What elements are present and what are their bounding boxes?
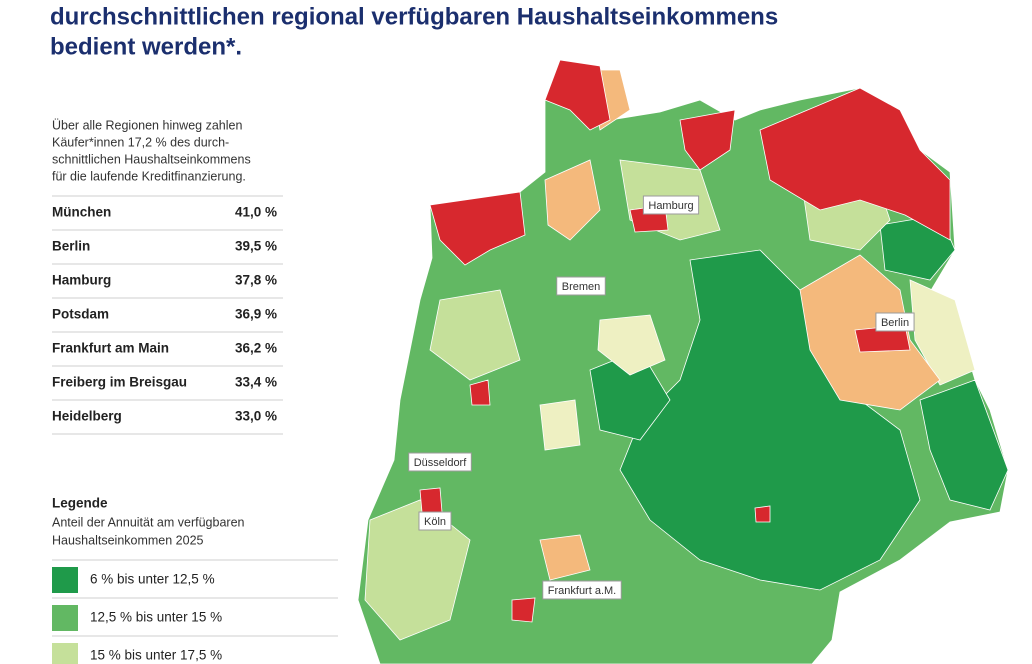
map-label-box [642,195,700,215]
legend-title: Legende [52,496,108,511]
title-line: bedient werden*. [50,33,242,60]
map-label: Berlin [881,317,909,329]
table-value: 39,5 % [235,239,277,254]
title-line: durchschnittlichen regional verfügbaren … [50,3,778,30]
table-city: Frankfurt am Main [52,341,169,356]
region-red [544,59,611,131]
table-value: 36,2 % [235,341,277,356]
region-red [679,109,736,171]
legend-label: 15 % bis unter 17,5 % [90,648,222,663]
map-label-box [408,452,472,472]
table-city: Potsdam [52,307,109,322]
table-value: 41,0 % [235,205,277,220]
table-value: 37,8 % [235,273,277,288]
intro-line: Über alle Regionen hinweg zahlen [52,118,242,132]
region-orange [544,159,601,241]
region-red [419,487,443,513]
region-dark [919,379,1009,511]
legend-subtitle: Anteil der Annuität am verfügbaren [52,515,245,529]
region-pale [597,314,666,376]
region-red [511,597,536,623]
intro-line: Käufer*innen 17,2 % des durch- [52,135,229,149]
map-label: Köln [424,516,446,528]
map-label: Frankfurt a.M. [548,585,616,597]
map-label-box [542,580,622,600]
region-orange [539,534,591,581]
map-label: Düsseldorf [414,457,468,469]
region-red [754,505,771,523]
region-red [759,87,951,241]
map-label: Bremen [562,281,601,293]
map-label-box [875,312,915,332]
table-city: Freiberg im Breisgau [52,375,187,390]
region-red [469,379,491,406]
legend-swatch [52,643,78,664]
region-light [429,289,521,381]
table-value: 33,0 % [235,409,277,424]
table-city: München [52,205,111,220]
table-value: 36,9 % [235,307,277,322]
intro-line: schnittlichen Haushaltseinkommens [52,152,251,166]
map-label-box [418,511,452,531]
map-label: Hamburg [648,200,693,212]
legend-label: 6 % bis unter 12,5 % [90,572,215,587]
map [357,59,1009,664]
table-value: 33,4 % [235,375,277,390]
legend-swatch [52,605,78,631]
left-panel: durchschnittlichen regional verfügbaren … [50,3,778,664]
legend-label: 12,5 % bis unter 15 % [90,610,222,625]
region-pale [539,399,581,451]
legend-subtitle: Haushaltseinkommen 2025 [52,533,204,547]
table-city: Hamburg [52,273,111,288]
intro-line: für die laufende Kreditfinanzierung. [52,169,246,183]
map-labels: Hamburg Bremen Berlin Düsseldorf Köln Frankfu… [408,195,915,600]
region-light [364,499,471,641]
region-red [429,191,526,266]
table-city: Heidelberg [52,409,122,424]
table-city: Berlin [52,239,90,254]
map-label-box [556,276,606,296]
legend-swatch [52,567,78,593]
